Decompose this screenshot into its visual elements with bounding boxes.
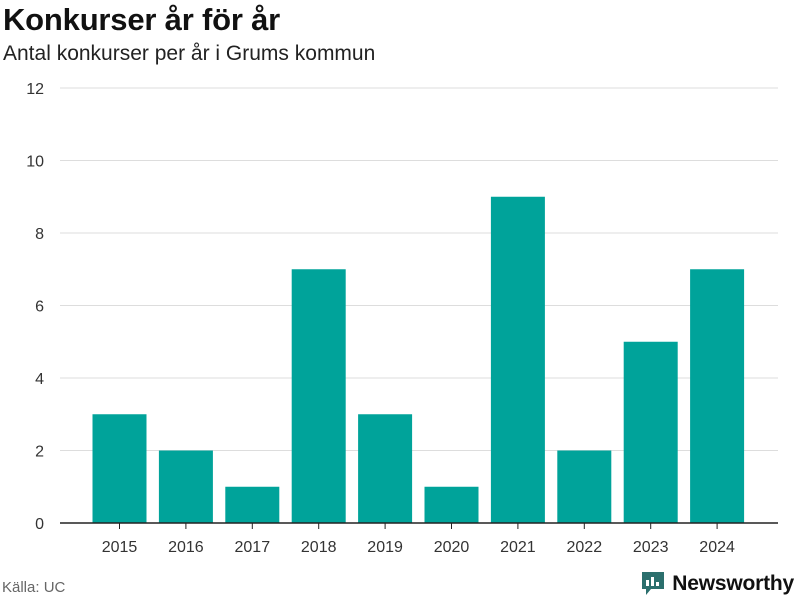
y-axis-tick-labels: 0 2 4 6 8 10 12 — [26, 81, 44, 533]
x-tick-label: 2020 — [434, 539, 470, 556]
y-tick-label: 0 — [35, 516, 44, 533]
bar-2016 — [158, 450, 213, 523]
y-tick-label: 8 — [35, 226, 44, 243]
y-tick-label: 12 — [26, 81, 44, 98]
bar-2022 — [557, 450, 612, 523]
chart-title: Konkurser år för år — [3, 2, 281, 37]
y-tick-label: 4 — [35, 371, 44, 388]
y-tick-label: 2 — [35, 444, 44, 461]
source-note: Källa: UC — [2, 579, 66, 596]
x-tick-label: 2024 — [699, 539, 735, 556]
newsworthy-logo-icon — [642, 572, 665, 595]
x-axis-tick-labels: 2015 2016 2017 2018 2019 2020 2021 2022 2023 2024 — [102, 539, 735, 556]
bar-2019 — [358, 414, 413, 523]
x-tick-label: 2018 — [301, 539, 337, 556]
bar-2024 — [690, 269, 745, 523]
x-tick-label: 2019 — [367, 539, 403, 556]
x-tick-label: 2015 — [102, 539, 138, 556]
brand-logo: Newsworthy — [640, 570, 794, 598]
x-tick-label: 2021 — [500, 539, 536, 556]
y-tick-label: 10 — [26, 154, 44, 171]
bar-2020 — [424, 486, 479, 523]
bar-2021 — [490, 196, 545, 523]
x-tick-label: 2023 — [633, 539, 669, 556]
bar-2023 — [623, 341, 678, 523]
chart-subtitle: Antal konkurser per år i Grums kommun — [3, 42, 376, 65]
x-tick-label: 2022 — [567, 539, 603, 556]
bars — [92, 196, 745, 523]
x-axis-ticks — [119, 523, 718, 529]
bar-2015 — [92, 414, 147, 523]
x-tick-label: 2016 — [168, 539, 204, 556]
bar-2017 — [225, 486, 280, 523]
y-tick-label: 6 — [35, 299, 44, 316]
x-tick-label: 2017 — [235, 539, 271, 556]
bar-2018 — [291, 269, 346, 523]
brand-name: Newsworthy — [672, 572, 794, 595]
